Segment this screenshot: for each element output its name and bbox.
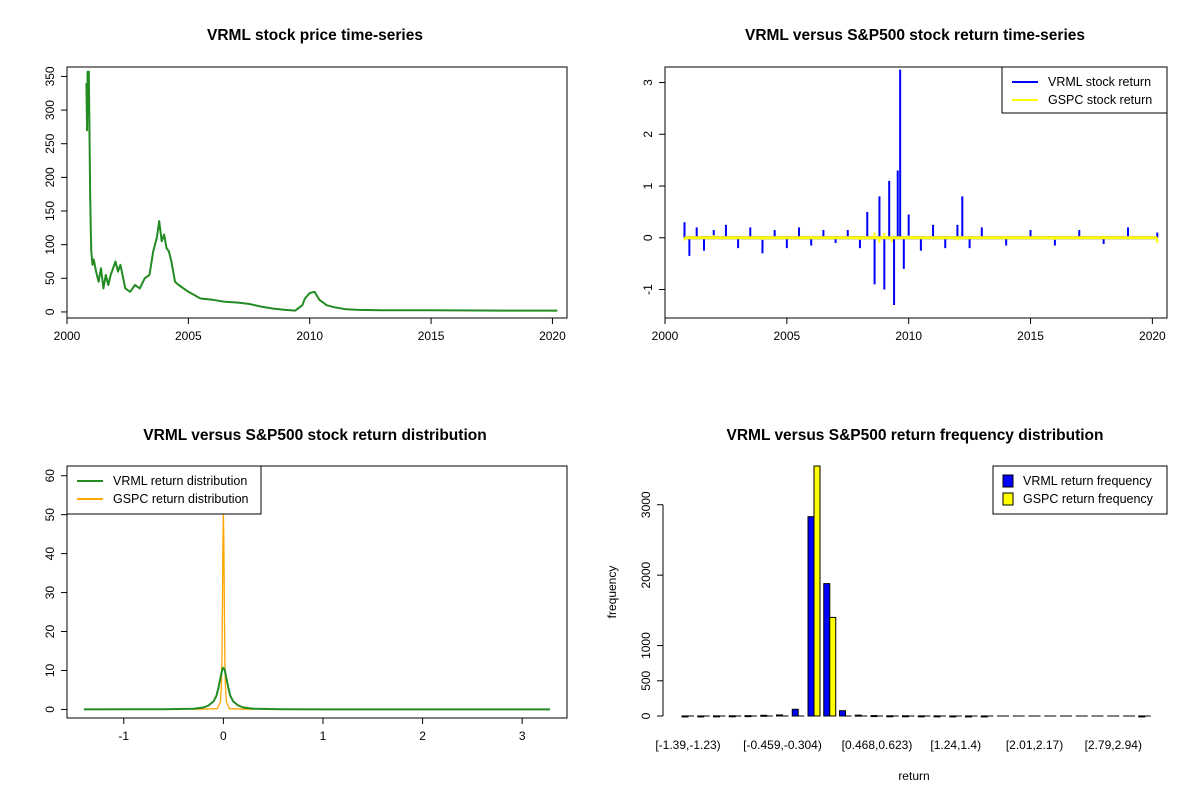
y-tick-label: 3000 [639, 491, 653, 518]
x-tick-label: 2015 [1017, 329, 1044, 343]
x-tick-label: [2.79,2.94) [1085, 738, 1142, 752]
x-tick-label: [2.01,2.17) [1006, 738, 1063, 752]
histogram-bar [713, 715, 720, 718]
y-tick-label: 2000 [639, 561, 653, 588]
y-tick-label: 50 [43, 508, 57, 522]
y-axis-title: frequency [605, 566, 619, 619]
vrml-density-line [83, 666, 551, 711]
x-tick-label: 3 [519, 729, 526, 743]
histogram-bar [870, 715, 878, 718]
plot-frame [66, 66, 568, 319]
price-timeseries-panel: VRML stock price time-series 2000 2005 201… [43, 27, 568, 343]
histogram-bar [839, 710, 846, 717]
legend-box [992, 465, 1168, 515]
histogram-bar [933, 715, 941, 718]
histogram-bar [980, 715, 988, 718]
x-tick-label: -1 [118, 729, 129, 743]
x-tick-label: 2 [419, 729, 426, 743]
y-tick-label: 3 [641, 79, 655, 86]
x-tick-label: 2000 [652, 329, 679, 343]
y-tick-label: 0 [639, 712, 653, 719]
x-tick-label: 1 [320, 729, 327, 743]
x-tick-label: [-1.39,-1.23) [655, 738, 720, 752]
chart-title: VRML versus S&P500 return frequency dist… [727, 427, 1104, 444]
y-tick-label: 0 [641, 234, 655, 241]
histogram-bar [728, 715, 736, 718]
return-timeseries-panel: VRML versus S&P500 stock return time-ser… [641, 27, 1168, 343]
histogram-bar [681, 715, 689, 718]
x-tick-label: 2010 [895, 329, 922, 343]
y-tick-label: 50 [43, 271, 57, 285]
y-tick-label: 500 [639, 670, 653, 690]
x-tick-label: 0 [220, 729, 227, 743]
x-tick-label: 2020 [1139, 329, 1166, 343]
histogram-bar [744, 715, 752, 718]
y-tick-label: 100 [43, 234, 57, 254]
x-tick-label: 2020 [539, 329, 566, 343]
legend-label: VRML stock return [1048, 75, 1151, 89]
x-tick-label: [1.24,1.4) [930, 738, 981, 752]
histogram-bar [949, 715, 957, 718]
chart-title: VRML versus S&P500 stock return time-ser… [745, 27, 1085, 44]
y-tick-label: 0 [43, 706, 57, 713]
legend-label: VRML return frequency [1023, 474, 1153, 488]
y-tick-label: 200 [43, 167, 57, 187]
y-tick-label: 1000 [639, 632, 653, 659]
chart-title: VRML versus S&P500 stock return distribu… [143, 427, 486, 444]
price-line [85, 70, 558, 312]
y-tick-label: 60 [43, 469, 57, 483]
y-tick-label: 350 [43, 66, 57, 86]
y-tick-label: 40 [43, 547, 57, 561]
return-distribution-panel: VRML versus S&P500 stock return distribu… [43, 427, 568, 743]
y-tick-label: 250 [43, 133, 57, 153]
y-tick-label: 2 [641, 131, 655, 138]
histogram-bar [854, 714, 862, 717]
histogram-bar [902, 715, 909, 718]
y-tick-label: -1 [641, 284, 655, 295]
y-tick-label: 10 [43, 663, 57, 677]
legend-swatch [1002, 492, 1014, 506]
histogram-bar [697, 715, 705, 718]
histogram-bar [829, 616, 837, 717]
histogram-bar [886, 715, 894, 718]
histogram-bar [917, 715, 925, 718]
chart-title: VRML stock price time-series [207, 27, 423, 44]
histogram-bar [1138, 715, 1146, 718]
y-tick-label: 0 [43, 308, 57, 315]
gspc-density-line [193, 512, 254, 711]
histogram-bar [807, 516, 815, 717]
return-frequency-panel: VRML versus S&P500 return frequency dist… [605, 427, 1168, 783]
legend-box [1001, 66, 1168, 114]
x-tick-label: 2005 [773, 329, 800, 343]
legend-label: GSPC stock return [1048, 93, 1152, 107]
histogram-bar [760, 714, 768, 717]
y-tick-label: 1 [641, 182, 655, 189]
x-axis-title: return [898, 769, 929, 783]
x-tick-label: 2005 [175, 329, 202, 343]
x-tick-label: 2000 [54, 329, 81, 343]
x-tick-label: [-0.459,-0.304) [743, 738, 822, 752]
histogram-bar [823, 583, 831, 717]
x-tick-label: [0.468,0.623) [842, 738, 913, 752]
y-tick-label: 150 [43, 201, 57, 221]
legend-box [66, 465, 262, 515]
legend-swatch [1002, 474, 1014, 488]
x-tick-label: 2015 [418, 329, 445, 343]
x-tick-label: 2010 [296, 329, 323, 343]
legend-label: GSPC return distribution [113, 492, 249, 506]
histogram-bar [791, 708, 799, 717]
y-tick-label: 300 [43, 100, 57, 120]
histogram-bar [965, 715, 972, 718]
legend-label: GSPC return frequency [1023, 492, 1154, 506]
y-tick-label: 30 [43, 586, 57, 600]
y-tick-label: 20 [43, 625, 57, 639]
histogram-bar [776, 714, 783, 717]
legend-label: VRML return distribution [113, 474, 247, 488]
histogram-bar [813, 465, 821, 717]
